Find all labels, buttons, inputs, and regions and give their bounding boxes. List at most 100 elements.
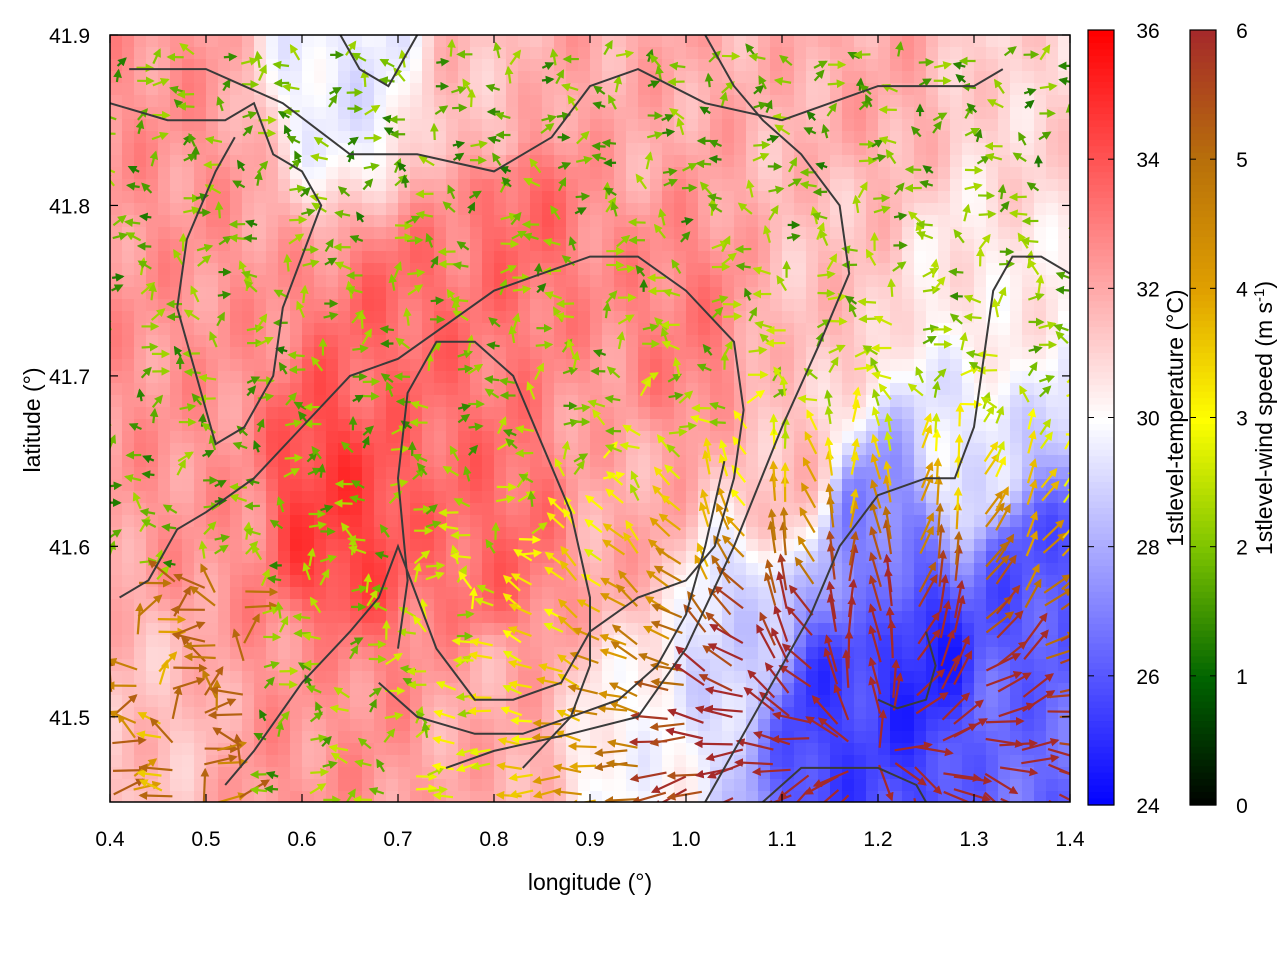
temperature-cell — [314, 659, 327, 672]
temperature-cell — [386, 299, 399, 312]
temperature-cell — [962, 527, 975, 540]
temperature-cell — [614, 671, 627, 684]
temperature-cell — [674, 599, 687, 612]
temperature-cell — [362, 167, 375, 180]
temperature-cell — [542, 647, 555, 660]
temperature-cell — [326, 647, 339, 660]
temperature-cell — [746, 431, 759, 444]
temperature-cell — [902, 179, 915, 192]
temperature-cell — [302, 311, 315, 324]
temperature-cell — [650, 251, 663, 264]
temperature-cell — [326, 47, 339, 60]
temperature-cell — [482, 479, 495, 492]
temperature-cell — [470, 263, 483, 276]
temperature-cell — [350, 383, 363, 396]
temperature-cell — [566, 743, 579, 756]
temperature-cell — [158, 467, 171, 480]
temperature-cell — [854, 647, 867, 660]
temperature-cell — [758, 659, 771, 672]
temperature-cell — [338, 455, 351, 468]
temperature-cell — [734, 143, 747, 156]
temperature-cell — [194, 503, 207, 516]
temperature-cell — [542, 779, 555, 792]
temperature-cell — [710, 407, 723, 420]
temperature-cell — [938, 203, 951, 216]
temperature-cell — [866, 755, 879, 768]
temperature-cell — [842, 719, 855, 732]
temperature-cell — [794, 647, 807, 660]
temperature-cell — [866, 731, 879, 744]
temperature-cell — [110, 467, 123, 480]
temperature-cell — [122, 191, 135, 204]
temperature-cell — [902, 503, 915, 516]
temperature-cell — [458, 131, 471, 144]
temperature-cell — [794, 227, 807, 240]
temperature-cell — [890, 299, 903, 312]
temperature-cell — [554, 95, 567, 108]
temperature-cell — [398, 191, 411, 204]
temperature-cell — [650, 635, 663, 648]
temperature-cell — [350, 599, 363, 612]
temperature-cell — [374, 203, 387, 216]
temperature-cell — [614, 359, 627, 372]
temperature-cell — [158, 179, 171, 192]
temperature-cell — [902, 599, 915, 612]
temperature-cell — [722, 215, 735, 228]
temperature-cell — [794, 191, 807, 204]
temperature-cell — [518, 59, 531, 72]
temperature-cell — [566, 275, 579, 288]
temperature-cell — [518, 311, 531, 324]
temperature-cell — [938, 491, 951, 504]
temperature-cell — [638, 347, 651, 360]
temperature-cell — [830, 371, 843, 384]
temperature-cell — [146, 731, 159, 744]
temperature-cell — [122, 395, 135, 408]
temperature-cell — [326, 611, 339, 624]
temperature-cell — [962, 503, 975, 516]
temperature-cell — [506, 419, 519, 432]
temperature-cell — [998, 179, 1011, 192]
temperature-cell — [110, 119, 123, 132]
temperature-cell — [302, 71, 315, 84]
temperature-cell — [314, 539, 327, 552]
temperature-cell — [998, 119, 1011, 132]
temperature-cell — [326, 515, 339, 528]
temperature-cell — [434, 119, 447, 132]
temperature-cell — [422, 83, 435, 96]
temperature-cell — [626, 659, 639, 672]
temperature-cell — [494, 695, 507, 708]
temperature-cell — [986, 431, 999, 444]
temperature-cell — [974, 167, 987, 180]
temperature-cell — [506, 395, 519, 408]
temperature-cell — [146, 539, 159, 552]
temperature-cell — [650, 383, 663, 396]
temperature-cell — [626, 383, 639, 396]
temperature-cell — [854, 671, 867, 684]
temperature-cell — [290, 767, 303, 780]
temperature-cell — [542, 35, 555, 48]
temperature-cell — [374, 659, 387, 672]
temperature-cell — [1010, 287, 1023, 300]
temperature-cell — [326, 659, 339, 672]
temperature-cell — [446, 575, 459, 588]
temperature-cell — [170, 779, 183, 792]
temperature-cell — [866, 719, 879, 732]
temperature-cell — [242, 191, 255, 204]
temperature-cell — [434, 35, 447, 48]
temperature-cell — [122, 335, 135, 348]
temperature-cell — [806, 59, 819, 72]
temperature-cell — [866, 371, 879, 384]
temperature-cell — [938, 227, 951, 240]
temperature-cell — [686, 503, 699, 516]
temperature-cell — [962, 695, 975, 708]
temperature-cell — [242, 707, 255, 720]
temperature-cell — [266, 275, 279, 288]
temperature-cell — [782, 203, 795, 216]
temperature-cell — [902, 287, 915, 300]
temperature-cell — [986, 371, 999, 384]
temperature-cell — [350, 695, 363, 708]
temperature-cell — [146, 383, 159, 396]
temperature-cell — [950, 83, 963, 96]
temperature-cell — [578, 143, 591, 156]
temperature-cell — [482, 455, 495, 468]
